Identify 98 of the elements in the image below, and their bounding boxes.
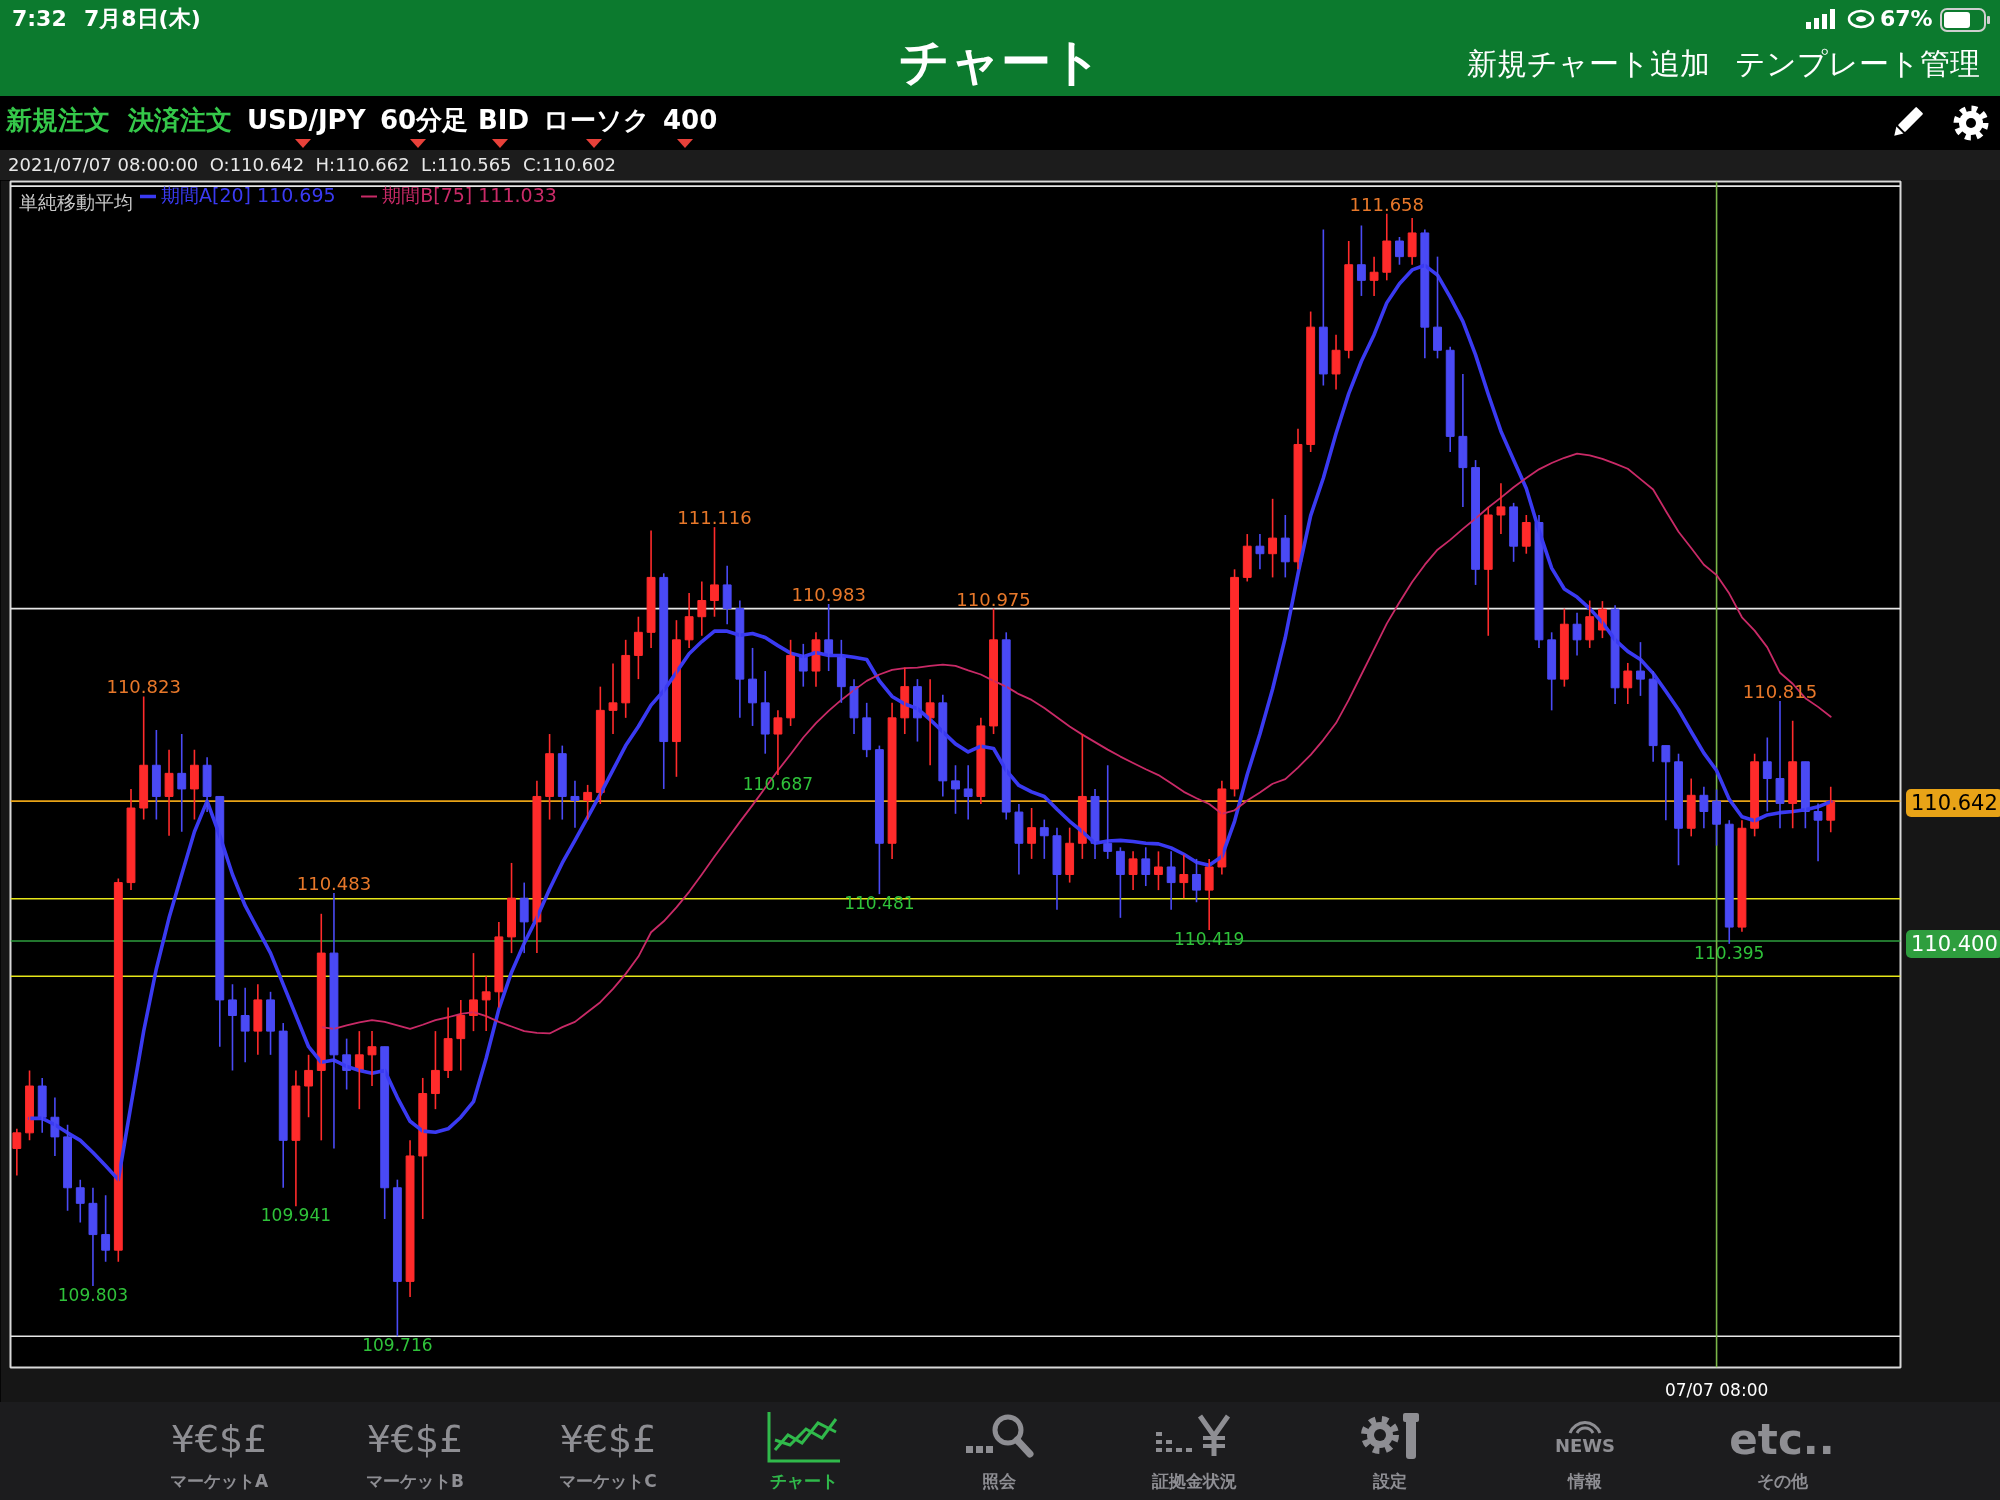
legend-title: 単純移動平均 (18, 190, 133, 213)
text: 111.116 (677, 507, 752, 529)
candlestick (63, 1123, 73, 1212)
candlestick (304, 1054, 314, 1119)
candlestick (1230, 568, 1239, 798)
text: 設定 (1373, 1471, 1407, 1492)
candlestick (633, 615, 643, 680)
candlestick (1192, 858, 1201, 904)
candlestick (1014, 803, 1024, 876)
text: 新規注文 (6, 105, 110, 136)
candlestick (1788, 719, 1798, 830)
candlestick (1052, 826, 1062, 911)
candlestick (887, 702, 897, 860)
text: その他 (1756, 1471, 1808, 1492)
candlestick (189, 748, 199, 821)
text: 証拠金状況 (1151, 1471, 1237, 1492)
candlestick (507, 862, 516, 954)
candlestick (1356, 224, 1366, 297)
candlestick (1762, 736, 1772, 813)
candlestick (1306, 310, 1316, 453)
candlestick (1521, 514, 1531, 555)
candlestick (1154, 850, 1163, 891)
candlestick (748, 647, 757, 727)
candlestick (1674, 752, 1683, 867)
candlestick (405, 1139, 415, 1298)
candlestick (1395, 236, 1404, 266)
candlestick (570, 780, 580, 829)
candlestick (392, 1178, 402, 1338)
text: 110.823 (106, 676, 181, 698)
text: 照会 (982, 1471, 1016, 1492)
text: 決済注文 (128, 105, 232, 136)
text: 60分足 (380, 105, 469, 136)
candlestick (1547, 631, 1557, 712)
legend-label: 期間B[75] 111.033 (382, 183, 557, 208)
candlestick (1268, 498, 1278, 579)
candlestick (151, 729, 161, 821)
candlestick (874, 744, 884, 895)
candlestick (1433, 255, 1442, 360)
candlestick (1496, 482, 1506, 535)
candlestick (786, 639, 796, 727)
candlestick (1331, 333, 1341, 391)
text: etc.. (1729, 1415, 1835, 1465)
text: テンプレート管理 (1735, 46, 1980, 82)
candlestick (1737, 819, 1747, 933)
candlestick (164, 748, 174, 837)
candlestick (266, 991, 275, 1056)
candlestick (228, 983, 237, 1072)
text: チャート (770, 1471, 838, 1492)
candlestick (1559, 607, 1569, 688)
text: ローソク (543, 105, 650, 136)
text: 111.658 (1349, 193, 1424, 215)
text: ¥€$£ (170, 1417, 268, 1462)
chart-subtitle: 2021/07/07 08:00:00 O:110.642 H:110.662 L:110.565 C:110.602 (8, 154, 617, 176)
text: マーケットC (559, 1471, 657, 1492)
text: NEWS (1554, 1435, 1616, 1457)
candlestick (1318, 228, 1328, 387)
candlestick (126, 788, 136, 891)
ref-line-label: 110.400 (1906, 929, 2000, 958)
text: BID (478, 105, 530, 136)
candlestick (88, 1186, 98, 1287)
candlestick (1509, 502, 1519, 563)
text: ¥€$£ (559, 1417, 657, 1462)
text: 7月8日(木) (84, 6, 201, 32)
candlestick (646, 529, 656, 649)
text: 109.941 (260, 1205, 332, 1226)
candlestick (139, 695, 149, 821)
text: 新規チャート追加 (1467, 46, 1710, 82)
text: マーケットA (169, 1471, 269, 1492)
candlestick (1813, 802, 1823, 862)
text: 109.803 (57, 1285, 129, 1306)
candlestick (1775, 700, 1785, 830)
text: ¥€$£ (366, 1417, 464, 1462)
text: マーケットB (366, 1471, 464, 1492)
candlestick (1115, 846, 1125, 919)
candlestick (1027, 807, 1037, 860)
candlestick (1065, 826, 1075, 884)
text: 110.983 (791, 584, 866, 605)
text: 7:32 (12, 6, 67, 32)
x-tick-label: 07/07 08:00 (1664, 1379, 1769, 1400)
legend-label: 期間A[20] 110.695 (161, 183, 336, 208)
text: 110.483 (296, 872, 372, 894)
text: USD/JPY (247, 105, 366, 136)
candlestick (1636, 641, 1645, 697)
candlestick (1712, 788, 1722, 847)
text: 110.975 (956, 588, 1031, 610)
text: 109.716 (362, 1335, 433, 1356)
ref-line-label: 110.642 (1906, 789, 2000, 818)
chart-title: チャート (898, 33, 1102, 92)
text: 67% (1880, 6, 1933, 32)
candlestick (710, 526, 719, 618)
candlestick (101, 1194, 111, 1263)
text: 情報 (1568, 1471, 1602, 1492)
candlestick (431, 1030, 440, 1110)
candlestick (608, 662, 618, 735)
text: 400 (663, 105, 718, 136)
candlestick (545, 733, 555, 821)
candlestick (583, 784, 593, 821)
candlestick (951, 764, 960, 815)
